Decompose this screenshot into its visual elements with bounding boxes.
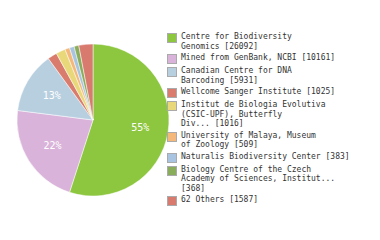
svg-text:22%: 22% [44,140,62,151]
svg-text:13%: 13% [43,90,61,101]
svg-text:55%: 55% [131,122,149,133]
html-text:Naturalis Biodiversity Center: Naturalis Biodiversity Center [383] [181,151,350,161]
html-text:Biology Centre of the Czech Ac: Biology Centre of the Czech Academy of S… [181,164,336,193]
html-text:Canadian Centre for DNA Barcod: Canadian Centre for DNA Barcoding [5931] [181,66,292,85]
html-text:University of Malaya, Museum o: University of Malaya, Museum of Zoology … [181,130,316,149]
html-text:Institut de Biologia Evolutiva: Institut de Biologia Evolutiva (CSIC-UPF… [181,100,326,128]
html-text:Centre for Biodiversity Genomi: Centre for Biodiversity Genomics [26092] [181,32,292,51]
html-text:62 Others [1587]: 62 Others [1587] [181,195,259,204]
html-text:Wellcome Sanger Institute [102: Wellcome Sanger Institute [1025] [181,87,336,96]
html-text:Mined from GenBank, NCBI [1016: Mined from GenBank, NCBI [10161] [181,53,336,62]
